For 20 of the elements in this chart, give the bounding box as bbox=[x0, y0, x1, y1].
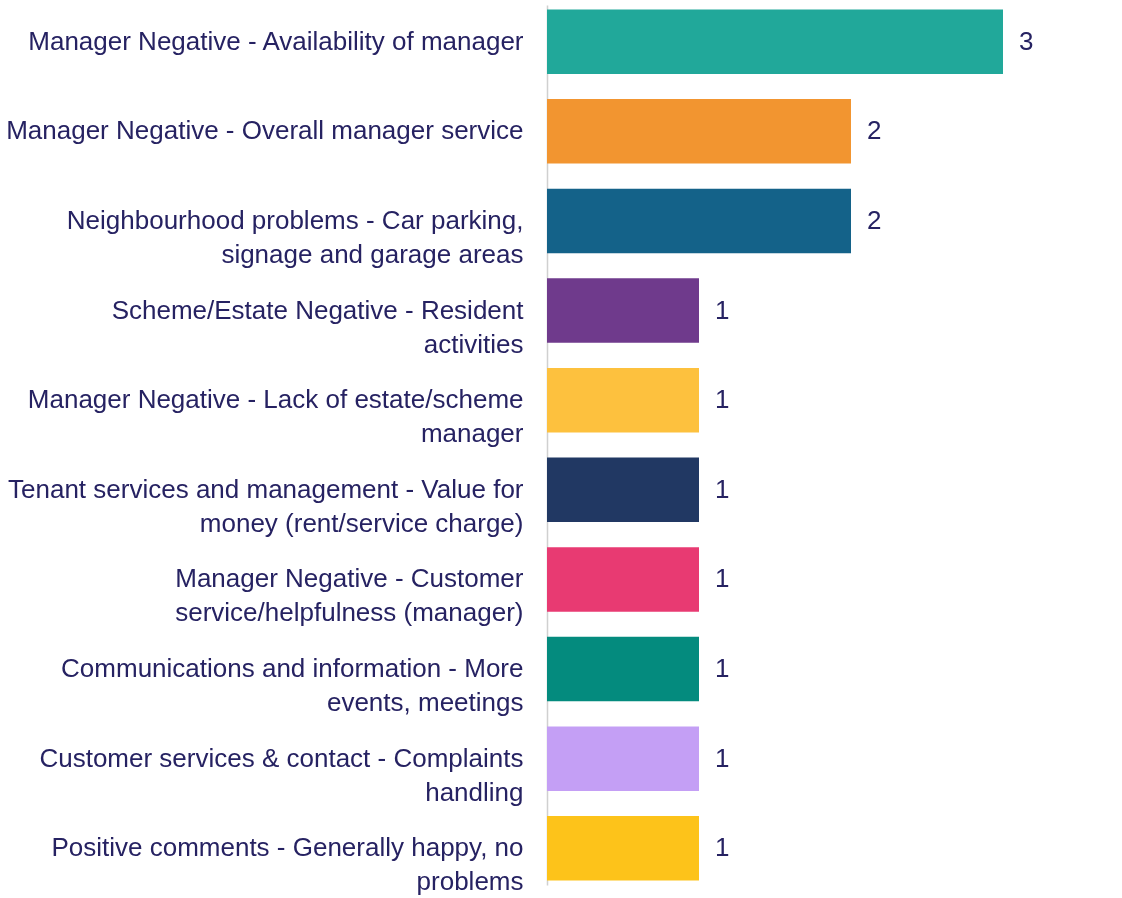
data-label: 2 bbox=[867, 115, 882, 146]
data-label: 1 bbox=[715, 384, 730, 415]
y-tick-label: Communications and information - More events, meetings bbox=[61, 653, 524, 718]
y-tick-label: Positive comments - Generally happy, no problems bbox=[51, 832, 524, 897]
y-tick-label: Manager Negative - Lack of estate/scheme manager bbox=[27, 384, 524, 449]
data-label: 1 bbox=[715, 294, 730, 325]
y-tick-label: Customer services & contact - Complaints handling bbox=[39, 742, 524, 807]
data-label: 1 bbox=[715, 832, 730, 863]
data-label: 1 bbox=[715, 563, 730, 594]
data-label: 1 bbox=[715, 742, 730, 773]
y-tick-label: Tenant services and management - Value for money (rent/service charge) bbox=[8, 473, 524, 538]
y-tick-label: Neighbourhood problems - Car parking, signage and garage areas bbox=[66, 204, 524, 269]
data-label: 2 bbox=[867, 204, 882, 235]
data-label: 3 bbox=[1019, 25, 1034, 56]
y-tick-label: Manager Negative - Availability of manager bbox=[28, 25, 524, 56]
data-label: 1 bbox=[715, 653, 730, 684]
y-tick-label: Scheme/Estate Negative - Resident activities bbox=[111, 294, 525, 359]
y-tick-label: Manager Negative - Customer service/helpfulness (manager) bbox=[175, 563, 524, 628]
y-tick-label: Manager Negative - Overall manager service bbox=[6, 115, 524, 146]
data-label: 1 bbox=[715, 473, 730, 504]
